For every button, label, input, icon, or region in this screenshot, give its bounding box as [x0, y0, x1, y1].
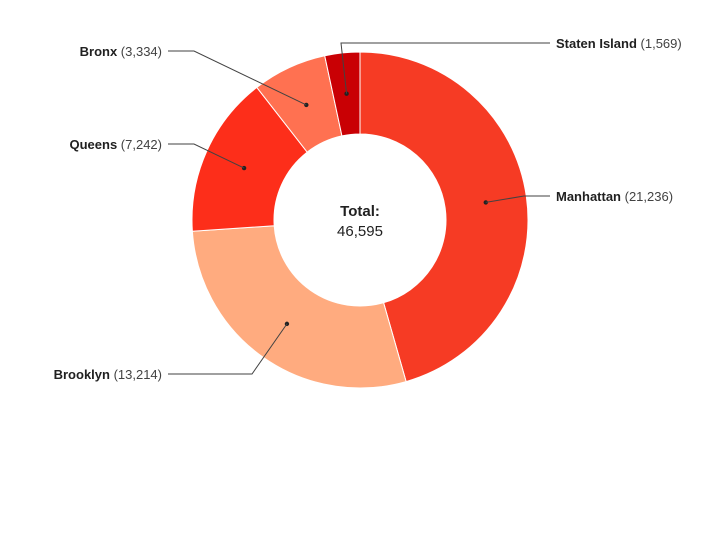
label-value-brooklyn: (13,214)	[110, 367, 162, 382]
label-staten-island: Staten Island (1,569)	[556, 36, 682, 51]
slice-queens	[191, 86, 308, 232]
label-name-staten-island: Staten Island	[556, 36, 637, 51]
label-value-staten-island: (1,569)	[637, 36, 682, 51]
slice-labels: Manhattan (21,236) Brooklyn (13,214) Queen…	[54, 36, 682, 382]
label-name-manhattan: Manhattan	[556, 189, 621, 204]
label-value-bronx: (3,334)	[117, 44, 162, 59]
center-total-value: 46,595	[337, 223, 383, 240]
leader-line-manhattan	[485, 195, 550, 203]
leader-line-bronx	[168, 50, 307, 106]
leader-line-brooklyn	[168, 323, 288, 375]
leader-lines	[168, 42, 550, 375]
donut-slices	[191, 51, 529, 389]
slice-staten-island	[324, 51, 361, 137]
label-value-manhattan: (21,236)	[621, 189, 673, 204]
label-queens: Queens (7,242)	[70, 137, 163, 152]
slice-manhattan	[359, 51, 529, 383]
center-total-label: Total:	[340, 203, 380, 220]
leader-line-staten-island	[340, 42, 550, 94]
label-bronx: Bronx (3,334)	[80, 44, 162, 59]
label-name-bronx: Bronx	[80, 44, 118, 59]
label-name-queens: Queens	[70, 137, 118, 152]
label-value-queens: (7,242)	[117, 137, 162, 152]
label-name-brooklyn: Brooklyn	[54, 367, 110, 382]
label-manhattan: Manhattan (21,236)	[556, 189, 673, 204]
slice-brooklyn	[191, 225, 407, 389]
label-brooklyn: Brooklyn (13,214)	[54, 367, 162, 382]
leader-line-queens	[168, 143, 245, 169]
